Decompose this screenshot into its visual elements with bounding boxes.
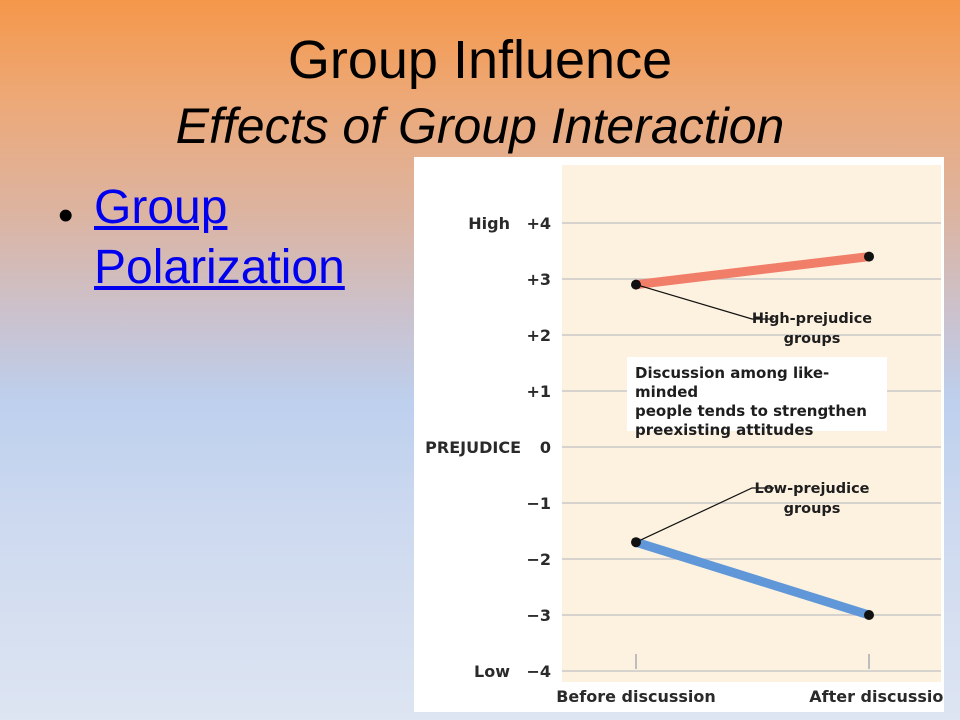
y-tick-label: −4 — [526, 662, 551, 681]
x-tick-label: After discussion — [809, 687, 944, 706]
low-prejudice-leader-line — [635, 487, 774, 543]
series-line-low — [634, 537, 871, 620]
y-tick-label: −2 — [526, 550, 551, 569]
y-tick-label: +4 — [526, 214, 551, 233]
slide-title: Group Influence — [287, 30, 673, 90]
annotation-line-3: preexisting attitudes — [635, 421, 814, 439]
y-tick-label: −1 — [526, 494, 551, 513]
series-line-high — [635, 252, 870, 290]
y-low-label: Low — [474, 662, 510, 681]
y-tick-label: −3 — [526, 606, 551, 625]
y-tick-label: +3 — [526, 270, 551, 289]
slide-subtitle: Effects of Group Interaction — [175, 98, 785, 154]
y-tick-label: +1 — [526, 382, 551, 401]
low-prejudice-label-line-2: groups — [783, 501, 841, 517]
y-axis-label: PREJUDICE — [425, 438, 521, 457]
high-prejudice-label-line-2: groups — [783, 331, 841, 347]
polarization-chart: +4 +3 +2 +1 0 −1 −2 −3 −4 High Low PREJUDICE Before … — [414, 157, 944, 712]
y-tick-label: +2 — [526, 326, 551, 345]
chart-annotation-box: Discussion among like-minded people tend… — [627, 357, 887, 439]
high-prejudice-series-label: High-prejudice groups — [727, 309, 897, 349]
annotation-line-2: people tends to strengthen — [635, 402, 867, 420]
y-tick-label: 0 — [540, 438, 551, 457]
low-prejudice-label-line-1: Low-prejudice — [754, 481, 870, 497]
low-prejudice-series-label: Low-prejudice groups — [727, 479, 897, 519]
annotation-line-1: Discussion among like-minded — [635, 364, 830, 401]
x-tick-label: Before discussion — [556, 687, 716, 706]
high-prejudice-label-line-1: High-prejudice — [751, 311, 873, 327]
y-high-label: High — [468, 214, 510, 233]
data-point-high-1 — [864, 251, 874, 262]
bullet-point: • — [58, 191, 74, 240]
group-polarization-link[interactable]: Group Polarization — [94, 181, 345, 294]
data-point-low-1 — [864, 610, 874, 620]
high-prejudice-leader-line — [635, 284, 774, 320]
